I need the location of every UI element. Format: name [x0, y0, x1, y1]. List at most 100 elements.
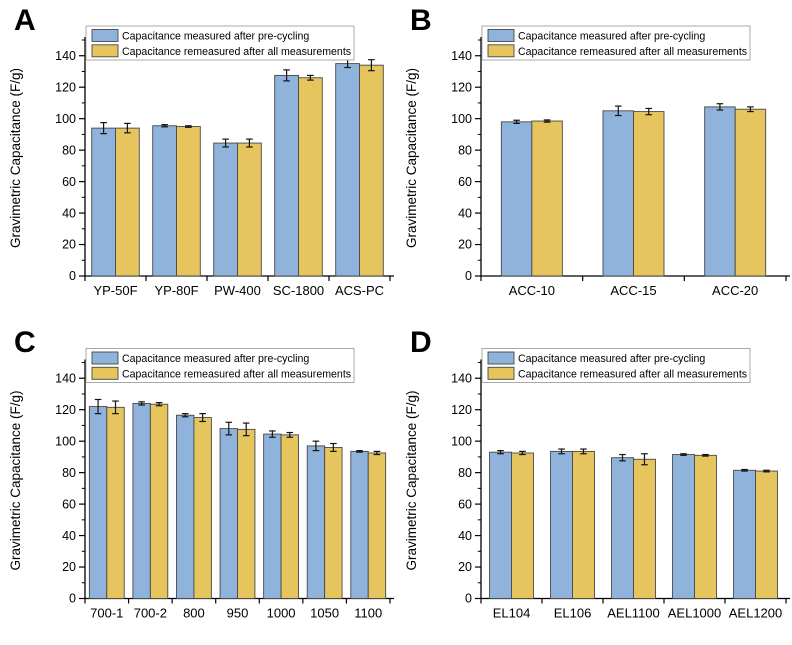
svg-text:Gravimetric Capacitance (F/g): Gravimetric Capacitance (F/g): [404, 68, 419, 248]
svg-text:Gravimetric Capacitance (F/g): Gravimetric Capacitance (F/g): [8, 68, 23, 248]
panel-c-chart: 0 20 40 60 80 100 120 140 700-1 700-2 800 950 1000 10…: [8, 348, 394, 621]
svg-text:Capacitance remeasured after a: Capacitance remeasured after all measure…: [518, 368, 747, 380]
legend: Capacitance measured after pre-cycling Ca…: [85, 348, 355, 383]
bar: [733, 469, 756, 599]
svg-text:60: 60: [458, 175, 472, 189]
svg-text:Capacitance measured after pre: Capacitance measured after pre-cycling: [518, 353, 705, 365]
panel-d-label: D: [410, 326, 432, 359]
bar: [176, 414, 195, 599]
svg-text:120: 120: [451, 80, 472, 94]
svg-text:0: 0: [465, 592, 472, 606]
svg-text:120: 120: [55, 80, 76, 94]
panel-a-chart: 0 20 40 60 80 100 120 140 YP-50F YP-80F PW-400 SC-1…: [8, 25, 394, 298]
panel-d: D 0 20 40 60 80 100 120 140 EL104 EL106 AEL1100 AEL…: [396, 322, 792, 645]
bar: [704, 106, 736, 277]
svg-text:20: 20: [62, 560, 76, 574]
bar: [694, 454, 717, 599]
bar: [511, 452, 534, 599]
svg-text:ACS-PC: ACS-PC: [335, 283, 384, 298]
bar: [531, 120, 563, 277]
yellow-swatch: [487, 44, 515, 58]
svg-text:20: 20: [62, 238, 76, 252]
error-bars: [100, 59, 375, 148]
legend: Capacitance measured after pre-cycling Ca…: [85, 25, 355, 61]
bar: [672, 454, 695, 599]
svg-text:140: 140: [55, 371, 76, 385]
bar: [152, 125, 177, 277]
svg-text:ACC-15: ACC-15: [610, 283, 656, 298]
panel-b: B 0 20 40 60 80 100 120 140 ACC-10 ACC-15 ACC-20 Gr…: [396, 0, 792, 322]
bar: [91, 127, 116, 277]
bar: [213, 142, 238, 277]
svg-text:YP-50F: YP-50F: [93, 283, 137, 298]
bar: [633, 111, 665, 277]
bar: [298, 77, 323, 277]
svg-text:140: 140: [55, 49, 76, 63]
svg-text:0: 0: [465, 269, 472, 283]
svg-text:60: 60: [62, 175, 76, 189]
bar: [350, 450, 369, 599]
svg-text:40: 40: [62, 529, 76, 543]
bar: [500, 121, 533, 277]
svg-text:EL104: EL104: [493, 606, 531, 621]
svg-text:60: 60: [458, 497, 472, 511]
svg-text:60: 60: [62, 497, 76, 511]
bar: [106, 406, 125, 599]
svg-text:140: 140: [451, 49, 472, 63]
svg-text:80: 80: [62, 466, 76, 480]
bar: [602, 110, 634, 277]
svg-text:100: 100: [451, 112, 472, 126]
bar: [280, 434, 299, 599]
bar: [149, 403, 169, 599]
panel-b-chart: 0 20 40 60 80 100 120 140 ACC-10 ACC-15 ACC-20 Grav…: [404, 25, 790, 298]
bar: [306, 445, 326, 599]
svg-text:ACC-20: ACC-20: [712, 283, 758, 298]
panel-c: C 0 20 40 60 80 100 120 140 700-1 700-2 800 950 1000…: [0, 322, 396, 645]
svg-text:950: 950: [227, 606, 249, 621]
blue-swatch: [487, 29, 515, 42]
blue-swatch: [487, 351, 515, 365]
bar: [367, 452, 387, 599]
bars: [489, 450, 778, 599]
svg-text:ACC-10: ACC-10: [509, 283, 555, 298]
axes: 0 20 40 60 80 100 120 140 EL104 EL106 AEL1100 AEL10…: [404, 359, 790, 621]
bar: [88, 406, 108, 599]
svg-text:100: 100: [55, 112, 76, 126]
bar: [734, 108, 767, 277]
svg-text:1000: 1000: [267, 606, 296, 621]
svg-text:Capacitance measured after pre: Capacitance measured after pre-cycling: [518, 31, 705, 43]
svg-text:SC-1800: SC-1800: [273, 283, 324, 298]
bar: [132, 402, 151, 599]
bar: [324, 447, 343, 599]
bar: [359, 64, 384, 277]
panel-c-label: C: [14, 326, 36, 359]
axes: 0 20 40 60 80 100 120 140 YP-50F YP-80F PW-400 SC-1…: [8, 37, 394, 298]
svg-text:20: 20: [458, 560, 472, 574]
axes: 0 20 40 60 80 100 120 140 ACC-10 ACC-15 ACC-20 Grav…: [404, 37, 790, 298]
svg-text:40: 40: [458, 206, 472, 220]
bar: [193, 417, 212, 599]
blue-swatch: [91, 351, 119, 365]
legend: Capacitance measured after pre-cycling Ca…: [481, 348, 751, 383]
svg-text:Capacitance remeasured after a: Capacitance remeasured after all measure…: [122, 46, 351, 58]
svg-text:Capacitance remeasured after a: Capacitance remeasured after all measure…: [518, 46, 747, 58]
bar: [263, 433, 282, 599]
bar: [755, 470, 778, 599]
svg-text:0: 0: [69, 269, 76, 283]
svg-text:100: 100: [451, 434, 472, 448]
svg-text:AEL1200: AEL1200: [729, 606, 783, 621]
yellow-swatch: [91, 366, 119, 380]
svg-text:EL106: EL106: [554, 606, 592, 621]
bars: [500, 106, 767, 277]
error-bars: [94, 398, 381, 456]
legend: Capacitance measured after pre-cycling Ca…: [481, 25, 751, 61]
svg-text:Gravimetric Capacitance (F/g): Gravimetric Capacitance (F/g): [404, 390, 419, 570]
svg-text:1100: 1100: [354, 606, 382, 621]
svg-text:0: 0: [69, 592, 76, 606]
svg-text:40: 40: [62, 206, 76, 220]
svg-text:700-2: 700-2: [134, 606, 167, 621]
svg-text:Gravimetric Capacitance (F/g): Gravimetric Capacitance (F/g): [8, 390, 23, 570]
svg-text:AEL1000: AEL1000: [668, 606, 722, 621]
svg-text:1050: 1050: [310, 606, 339, 621]
bar: [489, 451, 512, 599]
